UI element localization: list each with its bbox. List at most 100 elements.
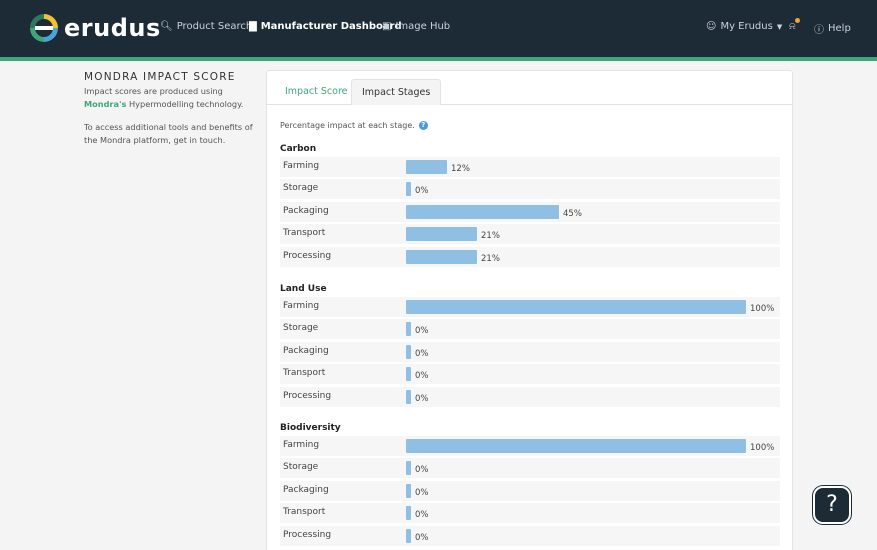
stage-label: Processing — [283, 250, 332, 261]
stage-bar-fill — [406, 461, 411, 476]
stage-row: Farming 12% — [280, 157, 780, 177]
stage-row: Transport 0% — [280, 364, 780, 385]
stage-percent: 45% — [563, 208, 582, 219]
stage-percent: 0% — [415, 348, 429, 359]
intro-text-row: Percentage impact at each stage. ? — [280, 121, 428, 130]
stage-row: Storage 0% — [280, 458, 780, 479]
erudus-logo[interactable]: erudus — [30, 14, 161, 42]
nav-help-label: Help — [828, 23, 851, 34]
tab-impact-stages[interactable]: Impact Stages — [351, 79, 442, 105]
stage-bar-fill — [406, 389, 411, 404]
stage-bar-fill — [406, 160, 447, 174]
stage-row: Storage 0% — [280, 179, 780, 200]
stage-label: Processing — [283, 529, 332, 540]
sidebar-access-text: To access additional tools and benefits … — [84, 122, 253, 145]
stage-label: Storage — [283, 183, 319, 194]
stage-percent: 21% — [481, 253, 500, 264]
stage-bar-track: 0% — [406, 483, 746, 498]
section-title: Carbon — [280, 144, 317, 154]
stage-label: Packaging — [283, 205, 329, 216]
stage-row: Packaging 45% — [280, 201, 780, 222]
tab-impact-score[interactable]: Impact Score — [285, 86, 348, 97]
nav-image-hub[interactable]: ▣ Image Hub — [382, 21, 450, 32]
stage-bar-track: 0% — [406, 506, 746, 521]
stage-label: Transport — [283, 368, 326, 379]
intro-text: Percentage impact at each stage. — [280, 121, 415, 130]
stage-bar-fill — [406, 227, 477, 242]
stage-row: Packaging 0% — [280, 480, 780, 501]
search-icon: 🔍︎ — [160, 21, 173, 32]
stage-percent: 0% — [415, 465, 429, 476]
stage-bar-track: 45% — [406, 204, 746, 219]
brand-name: erudus — [64, 14, 161, 42]
stage-bar-fill — [406, 249, 477, 264]
stage-bar-track: 0% — [406, 389, 746, 404]
erudus-logo-icon — [30, 14, 58, 42]
section-biodiversity: Biodiversity Farming 100% Storage 0% Packagin… — [280, 423, 780, 546]
stage-percent: 21% — [481, 231, 500, 242]
section-title: Land Use — [280, 284, 327, 294]
stage-bar-track: 0% — [406, 461, 746, 476]
stage-label: Transport — [283, 507, 326, 518]
stage-percent: 0% — [415, 532, 429, 543]
section-land-use: Land Use Farming 100% Storage 0% Packaging 0% T… — [280, 284, 780, 407]
stage-row: Transport 21% — [280, 224, 780, 245]
nav-my-erudus-dropdown[interactable]: ☺ My Erudus ▼ — [706, 21, 782, 32]
stage-bar-track: 100% — [406, 300, 774, 314]
stage-bar-fill — [406, 204, 559, 219]
stage-label: Farming — [283, 301, 320, 311]
stage-bar-fill — [406, 344, 411, 359]
nav-product-search-label: Product Search — [176, 21, 253, 32]
help-chat-button[interactable]: ? — [813, 486, 851, 524]
stage-bar-track: 0% — [406, 528, 746, 543]
tab-bar: Impact Score Impact Stages — [267, 71, 792, 105]
nav-manufacturer-dashboard-label: Manufacturer Dashboard — [260, 21, 402, 32]
stage-bar-fill — [406, 300, 746, 314]
stage-bar-track: 12% — [406, 160, 746, 174]
stage-percent: 0% — [415, 326, 429, 337]
bar-chart-icon: ▇ — [249, 21, 257, 32]
impact-panel: Impact Score Impact Stages Percentage im… — [266, 70, 793, 550]
stage-row: Farming 100% — [280, 297, 780, 317]
stage-label: Packaging — [283, 484, 329, 495]
stage-percent: 0% — [415, 510, 429, 521]
sidebar-description: Impact scores are produced using Mondra'… — [84, 85, 264, 111]
stage-percent: 12% — [451, 164, 470, 174]
section-title: Biodiversity — [280, 423, 341, 433]
stage-row: Processing 21% — [280, 246, 780, 267]
stage-row: Processing 0% — [280, 386, 780, 407]
mondra-link[interactable]: Mondra's — [84, 99, 127, 109]
stage-label: Storage — [283, 323, 319, 334]
sidebar-line1: Impact scores are produced using — [84, 86, 223, 96]
section-carbon: Carbon Farming 12% Storage 0% Packaging 45% Tra… — [280, 144, 780, 267]
sidebar-line2: Hypermodelling technology. — [126, 99, 244, 109]
notification-dot — [795, 18, 800, 23]
stage-row: Processing 0% — [280, 525, 780, 546]
stage-bar-track: 0% — [406, 367, 746, 382]
stage-bar-fill — [406, 528, 411, 543]
stage-percent: 100% — [750, 443, 775, 453]
stage-label: Transport — [283, 228, 326, 239]
stage-percent: 0% — [415, 186, 429, 197]
notifications-button[interactable]: ⍾ — [789, 18, 800, 32]
nav-manufacturer-dashboard[interactable]: ▇ Manufacturer Dashboard — [249, 21, 402, 32]
stage-label: Farming — [283, 440, 320, 450]
stage-row: Storage 0% — [280, 319, 780, 340]
bell-icon: ⍾ — [789, 21, 796, 32]
user-icon: ☺ — [706, 21, 717, 32]
nav-image-hub-label: Image Hub — [395, 21, 451, 32]
stage-bar-fill — [406, 439, 746, 453]
question-icon[interactable]: ? — [418, 121, 428, 130]
stage-bar-track: 100% — [406, 439, 774, 453]
nav-product-search[interactable]: 🔍︎ Product Search — [160, 21, 252, 32]
chevron-down-icon: ▼ — [776, 22, 783, 31]
stage-row: Packaging 0% — [280, 341, 780, 362]
stage-row: Transport 0% — [280, 503, 780, 524]
help-circle-icon: ⓘ — [814, 25, 824, 36]
stage-bar-fill — [406, 483, 411, 498]
stage-bar-track: 0% — [406, 322, 746, 337]
nav-help[interactable]: ⓘ Help — [814, 21, 851, 36]
stage-label: Packaging — [283, 345, 329, 356]
header-accent-stripe — [0, 57, 877, 61]
stage-bar-fill — [406, 506, 411, 521]
